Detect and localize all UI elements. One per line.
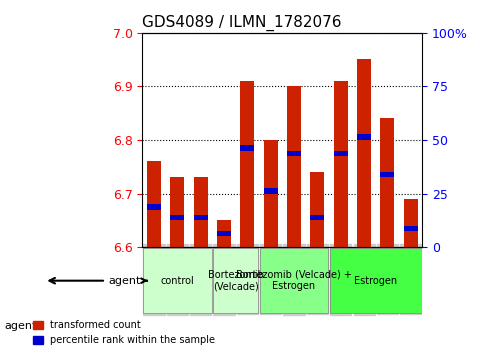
Bar xyxy=(334,150,348,156)
Bar xyxy=(147,204,161,210)
Bar xyxy=(264,140,278,247)
Text: control: control xyxy=(160,276,194,286)
Bar xyxy=(194,177,208,247)
Bar xyxy=(170,215,185,220)
Bar xyxy=(170,177,185,247)
Bar xyxy=(404,226,418,231)
Bar xyxy=(357,59,371,247)
Bar xyxy=(334,81,348,247)
Bar xyxy=(264,188,278,194)
Bar xyxy=(217,231,231,236)
FancyBboxPatch shape xyxy=(260,249,328,313)
Bar xyxy=(241,145,255,150)
Bar xyxy=(381,172,395,177)
Bar xyxy=(147,161,161,247)
Bar xyxy=(287,150,301,156)
Legend: transformed count, percentile rank within the sample: transformed count, percentile rank withi… xyxy=(29,316,219,349)
Bar xyxy=(194,215,208,220)
Bar xyxy=(311,215,325,220)
Text: Bortezomib (Velcade) +
Estrogen: Bortezomib (Velcade) + Estrogen xyxy=(236,270,352,291)
Bar xyxy=(287,86,301,247)
Bar xyxy=(241,81,255,247)
FancyBboxPatch shape xyxy=(329,249,422,313)
Bar xyxy=(357,135,371,140)
Text: Estrogen: Estrogen xyxy=(354,276,398,286)
Text: agent: agent xyxy=(109,276,147,286)
Bar xyxy=(404,199,418,247)
Text: agent: agent xyxy=(5,321,37,331)
Text: GDS4089 / ILMN_1782076: GDS4089 / ILMN_1782076 xyxy=(142,15,342,31)
FancyBboxPatch shape xyxy=(143,249,212,313)
Bar xyxy=(311,172,325,247)
Bar xyxy=(217,220,231,247)
Bar xyxy=(381,118,395,247)
FancyBboxPatch shape xyxy=(213,249,258,313)
Text: Bortezomib
(Velcade): Bortezomib (Velcade) xyxy=(208,270,264,291)
